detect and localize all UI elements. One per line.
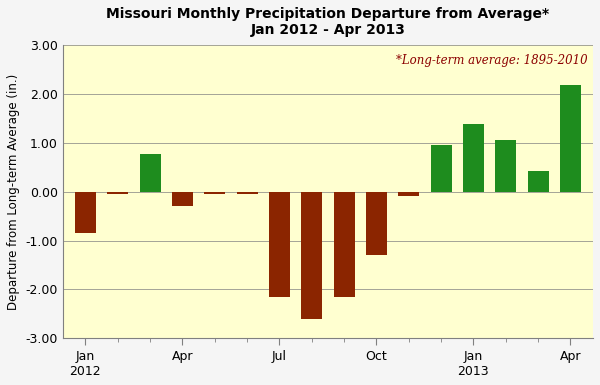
Bar <box>334 192 355 297</box>
Bar <box>431 146 452 192</box>
Y-axis label: Departure from Long-term Average (in.): Departure from Long-term Average (in.) <box>7 74 20 310</box>
Bar <box>107 192 128 194</box>
Bar <box>495 141 516 192</box>
Bar <box>301 192 322 319</box>
Bar <box>204 192 225 194</box>
Bar <box>140 154 161 192</box>
Bar <box>366 192 387 255</box>
Bar <box>527 171 548 192</box>
Bar <box>560 85 581 192</box>
Bar <box>269 192 290 297</box>
Title: Missouri Monthly Precipitation Departure from Average*
Jan 2012 - Apr 2013: Missouri Monthly Precipitation Departure… <box>106 7 550 37</box>
Bar <box>75 192 96 233</box>
Bar <box>398 192 419 196</box>
Bar <box>463 124 484 192</box>
Text: *Long-term average: 1895-2010: *Long-term average: 1895-2010 <box>396 54 588 67</box>
Bar <box>236 192 257 194</box>
Bar <box>172 192 193 206</box>
